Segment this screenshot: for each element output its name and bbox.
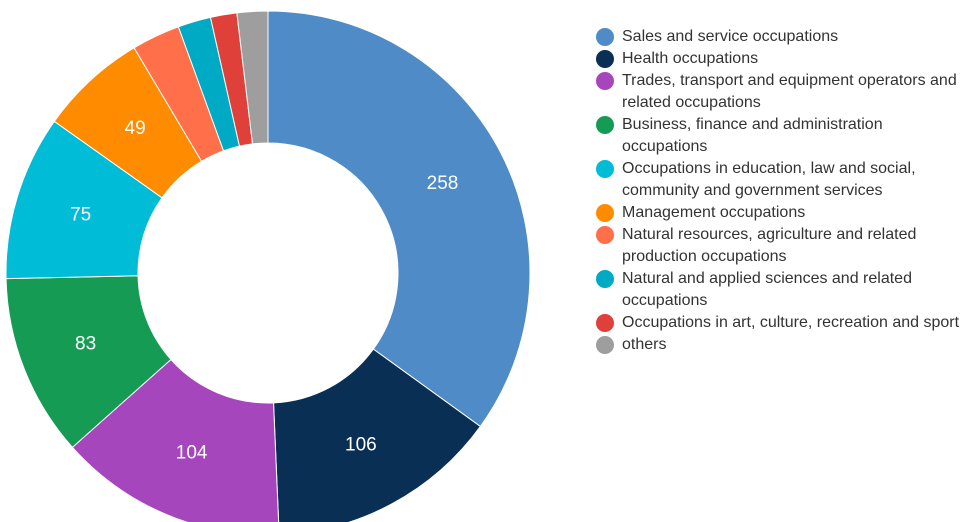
legend-item: Management occupations	[596, 202, 972, 224]
legend-swatch	[596, 72, 614, 90]
legend-item: Occupations in education, law and social…	[596, 158, 972, 202]
legend-label: Occupations in art, culture, recreation …	[622, 314, 960, 331]
legend-swatch	[596, 160, 614, 178]
legend-label: Business, finance and administration occ…	[622, 116, 883, 155]
data-label: 75	[70, 204, 91, 225]
legend: Sales and service occupations Health occu…	[596, 26, 972, 356]
legend-swatch	[596, 116, 614, 134]
legend-swatch	[596, 50, 614, 68]
donut-slice	[267, 10, 531, 428]
legend-item: Health occupations	[596, 48, 972, 70]
legend-label: Trades, transport and equipment operator…	[622, 72, 957, 111]
data-label: 49	[125, 118, 146, 139]
legend-swatch	[596, 270, 614, 288]
donut-slice	[236, 10, 269, 145]
legend-item: others	[596, 334, 972, 356]
legend-label: Sales and service occupations	[622, 28, 839, 45]
donut-slice	[71, 358, 280, 522]
legend-swatch	[596, 336, 614, 354]
legend-label: Natural and applied sciences and related…	[622, 270, 912, 309]
data-label: 258	[427, 173, 459, 194]
legend-label: Natural resources, agriculture and relat…	[622, 226, 917, 265]
donut-slice	[273, 348, 482, 522]
legend-item: Trades, transport and equipment operator…	[596, 70, 972, 114]
legend-swatch	[596, 314, 614, 332]
legend-swatch	[596, 204, 614, 222]
legend-item: Business, finance and administration occ…	[596, 114, 972, 158]
data-label: 83	[75, 334, 96, 355]
legend-label: others	[622, 336, 667, 353]
legend-label: Occupations in education, law and social…	[622, 160, 916, 199]
legend-label: Management occupations	[622, 204, 806, 221]
legend-item: Natural resources, agriculture and relat…	[596, 224, 972, 268]
legend-item: Natural and applied sciences and related…	[596, 268, 972, 312]
data-label: 106	[345, 435, 377, 456]
legend-swatch	[596, 226, 614, 244]
legend-swatch	[596, 28, 614, 46]
legend-item: Sales and service occupations	[596, 26, 972, 48]
donut: 258 106 104 83 75 49	[5, 10, 531, 522]
legend-item: Occupations in art, culture, recreation …	[596, 312, 972, 334]
legend-label: Health occupations	[622, 50, 759, 67]
data-label: 104	[176, 443, 208, 464]
